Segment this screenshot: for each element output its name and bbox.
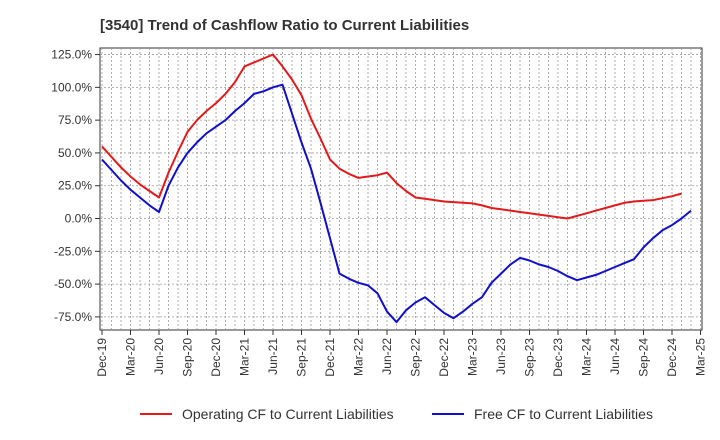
operating-cf-line — [101, 53, 682, 220]
x-tick-label: Dec-24 — [665, 338, 679, 377]
y-tick-label: -50.0% — [54, 277, 92, 291]
y-tick-label: 75.0% — [58, 113, 92, 127]
x-tick-label: Mar-24 — [580, 338, 594, 376]
x-tick-label: Sep-23 — [523, 338, 537, 377]
plot-area — [99, 47, 703, 331]
legend-free-cf-label: Free CF to Current Liabilities — [474, 406, 653, 422]
x-tick-label: Sep-21 — [295, 338, 309, 377]
x-tick-label: Dec-21 — [323, 338, 337, 377]
x-tick-label: Jun-24 — [608, 338, 622, 375]
x-tick-label: Mar-20 — [124, 338, 138, 376]
x-tick-label: Dec-23 — [551, 338, 565, 377]
x-tick-label: Mar-22 — [352, 338, 366, 376]
y-tick-label: 0.0% — [65, 212, 93, 226]
y-tick-label: -75.0% — [54, 310, 92, 324]
x-tick-label: Dec-22 — [437, 338, 451, 377]
x-tick-label: Sep-24 — [637, 338, 651, 377]
x-tick-label: Mar-23 — [466, 338, 480, 376]
y-tick-label: 25.0% — [58, 179, 92, 193]
y-tick-label: 125.0% — [51, 48, 92, 62]
legend: Operating CF to Current Liabilities Free… — [140, 406, 653, 422]
x-tick-label: Jun-20 — [152, 338, 166, 375]
y-tick-label: 50.0% — [58, 146, 92, 160]
grid-lines — [95, 48, 702, 335]
x-tick-label: Mar-25 — [694, 338, 708, 376]
x-tick-label: Jun-23 — [494, 338, 508, 375]
y-tick-label: 100.0% — [51, 80, 92, 94]
x-tick-label: Jun-22 — [380, 338, 394, 375]
x-tick-label: Dec-19 — [95, 338, 109, 377]
legend-operating-cf-label: Operating CF to Current Liabilities — [182, 406, 394, 422]
x-tick-label: Jun-21 — [266, 338, 280, 375]
x-tick-label: Sep-20 — [181, 338, 195, 377]
series-lines — [101, 53, 692, 324]
x-tick-label: Dec-20 — [209, 338, 223, 377]
y-tick-label: -25.0% — [54, 244, 92, 258]
x-axis-tick-labels: Dec-19 Mar-20 Jun-20 Sep-20 Dec-20 Mar-21 Jun-… — [95, 338, 708, 377]
free-cf-line — [101, 83, 692, 324]
chart-title: [3540] Trend of Cashflow Ratio to Curren… — [100, 17, 469, 34]
x-tick-label: Mar-21 — [238, 338, 252, 376]
y-axis-tick-labels: 125.0% 100.0% 75.0% 50.0% 25.0% 0.0% -25.0% -50… — [51, 48, 92, 324]
x-tick-label: Sep-22 — [409, 338, 423, 377]
